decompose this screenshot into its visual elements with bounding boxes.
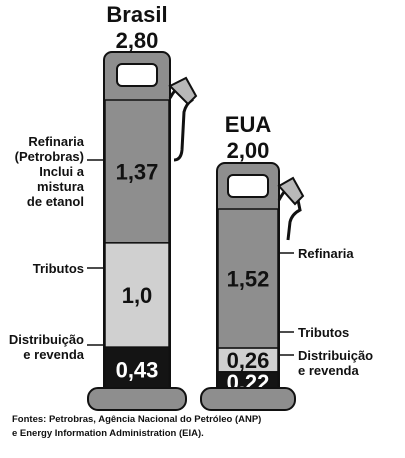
label-brasil-distribuicao-line: e revenda <box>23 347 84 362</box>
source-note-line: Fontes: Petrobras, Agência Nacional do P… <box>12 414 261 425</box>
value-distribuicao-brasil: 0,43 <box>116 358 159 383</box>
label-brasil-refinaria-line: mistura <box>37 179 85 194</box>
label-brasil-tributos-line: Tributos <box>33 261 84 276</box>
total-eua: 2,00 <box>227 138 270 163</box>
label-brasil-refinaria-line: Inclui a <box>39 164 85 179</box>
segment-distribuicao-brasil <box>104 346 170 393</box>
segment-refinaria-brasil <box>104 99 170 244</box>
label-eua-tributos-line: Tributos <box>298 325 349 340</box>
label-brasil-refinaria-line: (Petrobras) <box>15 149 84 164</box>
pump-display-eua <box>227 174 269 198</box>
category-eua: EUA <box>225 112 272 137</box>
value-tributos-brasil: 1,0 <box>122 283 153 308</box>
nozzle-eua <box>277 176 305 206</box>
label-eua-distribuicao-line: Distribuição <box>298 348 373 363</box>
value-refinaria-brasil: 1,37 <box>116 159 159 184</box>
label-brasil-distribuicao-line: Distribuição <box>9 332 84 347</box>
nozzle-brasil <box>168 76 198 106</box>
label-eua-refinaria-line: Refinaria <box>298 246 354 261</box>
segment-refinaria-eua <box>217 208 279 349</box>
pump-display-brasil <box>116 63 158 87</box>
value-tributos-eua: 0,26 <box>227 348 270 373</box>
label-eua-distribuicao-line: e revenda <box>298 363 359 378</box>
pump-base-eua <box>200 387 296 411</box>
value-refinaria-eua: 1,52 <box>227 267 270 292</box>
label-brasil-refinaria-line: Refinaria <box>28 134 84 149</box>
pump-base-brasil <box>87 387 187 411</box>
category-brasil: Brasil <box>106 2 167 27</box>
total-brasil: 2,80 <box>116 28 159 53</box>
label-brasil-refinaria-line: de etanol <box>27 194 84 209</box>
source-note-line: e Energy Information Administration (EIA… <box>12 428 204 439</box>
